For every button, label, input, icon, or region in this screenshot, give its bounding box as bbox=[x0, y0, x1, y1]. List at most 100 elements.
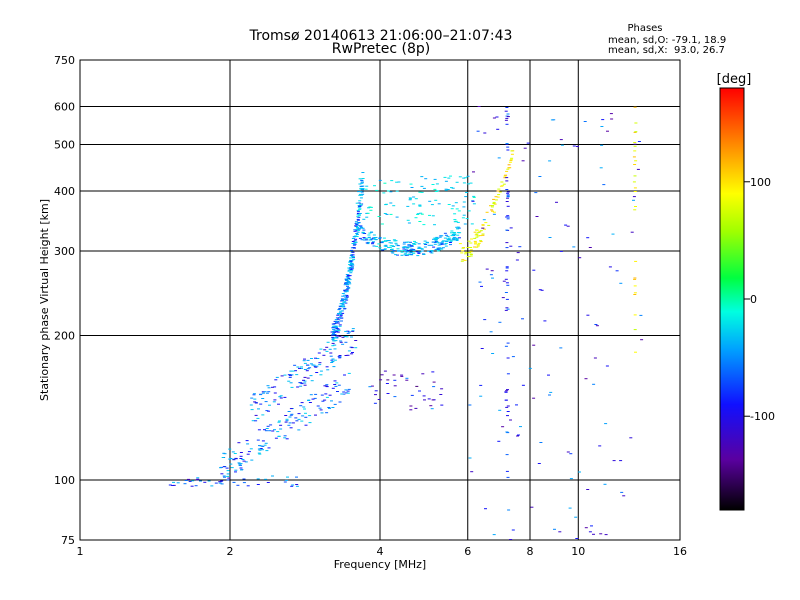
data-point bbox=[389, 191, 393, 193]
data-point bbox=[287, 380, 291, 382]
data-point bbox=[404, 249, 408, 251]
data-point bbox=[356, 231, 360, 233]
data-point bbox=[171, 485, 175, 486]
data-point bbox=[359, 225, 363, 227]
data-point bbox=[327, 407, 331, 408]
data-point bbox=[334, 326, 338, 328]
data-point bbox=[444, 180, 448, 182]
data-point bbox=[492, 117, 496, 119]
data-point bbox=[601, 119, 605, 121]
data-point bbox=[450, 232, 453, 234]
data-point bbox=[471, 200, 475, 202]
data-point bbox=[392, 246, 396, 247]
data-point bbox=[415, 251, 419, 253]
data-point bbox=[267, 391, 271, 393]
data-point bbox=[346, 330, 350, 332]
data-point bbox=[210, 485, 214, 487]
data-point bbox=[349, 260, 353, 262]
data-point bbox=[494, 199, 498, 201]
data-point bbox=[432, 381, 436, 383]
data-point bbox=[473, 231, 477, 233]
data-point bbox=[629, 437, 633, 439]
data-point bbox=[337, 318, 341, 320]
data-point bbox=[609, 113, 613, 115]
data-point bbox=[511, 529, 515, 531]
data-point bbox=[314, 393, 318, 395]
colorbar-tick-label: 100 bbox=[750, 176, 771, 189]
data-point bbox=[333, 323, 337, 325]
data-point bbox=[393, 396, 397, 398]
data-point bbox=[353, 247, 356, 249]
data-point bbox=[455, 239, 459, 240]
data-point bbox=[462, 206, 466, 208]
data-point bbox=[504, 391, 508, 393]
data-point bbox=[278, 420, 281, 422]
data-point bbox=[348, 264, 351, 266]
data-point bbox=[418, 221, 422, 222]
data-point bbox=[460, 252, 464, 254]
data-point bbox=[405, 251, 409, 253]
data-point bbox=[506, 215, 510, 217]
data-point bbox=[333, 325, 337, 327]
data-point bbox=[331, 361, 335, 362]
data-point bbox=[506, 205, 510, 207]
data-point bbox=[448, 238, 452, 240]
data-point bbox=[413, 243, 417, 245]
data-point bbox=[462, 247, 466, 249]
data-point bbox=[218, 482, 222, 484]
data-point bbox=[632, 181, 636, 183]
data-point bbox=[283, 437, 287, 439]
data-point bbox=[309, 375, 313, 377]
data-point bbox=[325, 346, 329, 348]
data-point bbox=[408, 246, 412, 248]
data-point bbox=[600, 126, 604, 127]
data-point bbox=[265, 428, 269, 429]
data-point bbox=[476, 244, 480, 246]
data-point bbox=[319, 374, 323, 376]
data-point bbox=[346, 277, 350, 279]
data-point bbox=[510, 150, 514, 152]
data-point bbox=[497, 440, 501, 442]
data-point bbox=[458, 232, 462, 234]
data-point bbox=[478, 281, 482, 283]
data-point bbox=[319, 370, 323, 372]
data-point bbox=[356, 218, 360, 220]
data-point bbox=[190, 485, 194, 487]
data-point bbox=[358, 205, 361, 207]
data-point bbox=[263, 429, 266, 431]
data-point bbox=[345, 282, 349, 284]
data-point bbox=[346, 288, 350, 289]
data-point bbox=[283, 374, 287, 376]
data-point bbox=[438, 236, 442, 238]
data-point bbox=[511, 356, 515, 358]
data-point bbox=[344, 296, 347, 298]
data-point bbox=[253, 401, 257, 403]
data-point bbox=[505, 267, 509, 269]
data-point bbox=[397, 181, 401, 183]
data-point bbox=[493, 203, 497, 205]
data-point bbox=[619, 460, 623, 462]
data-point bbox=[477, 242, 481, 244]
data-point bbox=[584, 378, 588, 380]
data-point bbox=[412, 250, 416, 251]
data-point bbox=[263, 444, 267, 446]
data-point bbox=[412, 243, 416, 245]
data-point bbox=[207, 480, 211, 482]
data-point bbox=[521, 160, 525, 162]
data-point bbox=[343, 374, 346, 376]
data-point bbox=[261, 449, 264, 451]
data-point bbox=[352, 244, 356, 246]
data-point bbox=[374, 239, 378, 241]
data-point bbox=[345, 276, 349, 278]
data-point bbox=[329, 352, 333, 354]
data-point bbox=[506, 342, 510, 344]
data-point bbox=[377, 399, 381, 400]
data-point bbox=[249, 404, 253, 406]
data-point bbox=[532, 397, 536, 399]
data-point bbox=[335, 331, 339, 332]
data-point bbox=[526, 142, 530, 144]
data-point bbox=[506, 357, 510, 359]
data-point bbox=[505, 170, 509, 172]
y-tick-label: 400 bbox=[54, 185, 75, 198]
